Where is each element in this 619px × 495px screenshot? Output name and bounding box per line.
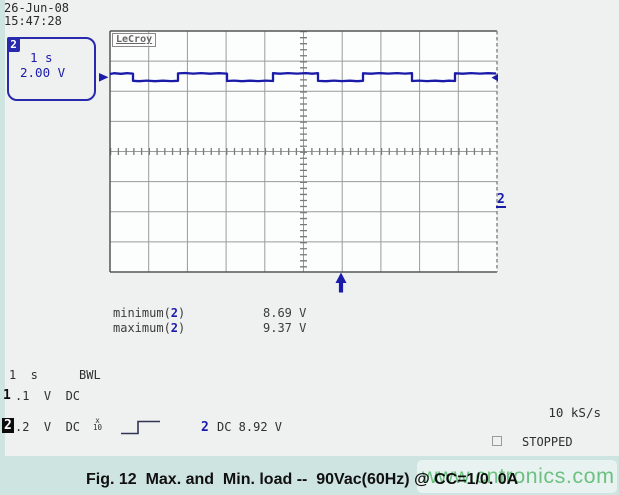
- trigger-level-arrow-icon: [99, 73, 109, 82]
- waveform-trace-ch2: [109, 71, 497, 83]
- oscilloscope-graticule: [99, 30, 498, 293]
- probe-attenuation: x 10: [93, 416, 103, 432]
- minimum-label-close: ): [178, 306, 186, 320]
- maximum-value: 9.37 V: [263, 320, 307, 335]
- graticule-border: [109, 30, 498, 273]
- trigger-position-arrow-icon: [335, 272, 347, 293]
- minimum-channel: 2: [170, 306, 179, 320]
- trigger-edge-icon: [121, 420, 160, 435]
- timebase-readout: 1 s: [9, 368, 38, 382]
- datetime-block: 26-Jun-08 15:47:28: [4, 2, 69, 28]
- timebase-value: 1 s: [30, 50, 53, 65]
- watermark-box: [417, 460, 617, 493]
- trigger-readout: DC 8.92 V: [217, 420, 283, 434]
- bwl-indicator: BWL: [79, 368, 101, 382]
- volts-per-div-value: 2.00 V: [20, 65, 66, 80]
- channel2-scale: .2 V DC: [15, 420, 81, 434]
- probe-10: 10: [93, 423, 103, 432]
- channel1-scale: .1 V DC: [15, 389, 81, 403]
- channel2-badge-footer: 2: [2, 418, 14, 433]
- measurement-readouts: minimum(2) 8.69 V maximum(2) 9.37 V: [113, 306, 306, 335]
- watermark-text: www.cntronics.com: [422, 464, 615, 488]
- stop-square-icon: [492, 436, 502, 446]
- probe-x: x: [95, 416, 100, 425]
- figure-caption: Fig. 12 Max. and Min. load -- 90Vac(60Hz…: [86, 471, 519, 488]
- maximum-channel: 2: [170, 320, 179, 335]
- sample-rate: 10 kS/s: [548, 405, 601, 420]
- trigger-channel: 2: [201, 420, 209, 435]
- maximum-label-close: ): [178, 320, 186, 335]
- lecroy-logo: LeCroy: [112, 33, 157, 47]
- measurement-minimum-row: minimum(2) 8.69 V: [113, 306, 306, 321]
- channel1-badge: 1: [3, 388, 11, 403]
- datetime-time: 15:47:28: [4, 14, 62, 28]
- acquisition-status: STOPPED: [522, 435, 573, 449]
- channel2-badge: 2: [7, 37, 20, 52]
- channel2-zero-marker: 2: [496, 192, 506, 208]
- minimum-value: 8.69 V: [263, 306, 307, 320]
- channel2-settings-panel: 2 1 s 2.00 V: [7, 37, 96, 101]
- minimum-label: minimum(: [113, 306, 171, 320]
- trace-right-arrow-icon: [491, 74, 498, 82]
- datetime-date: 26-Jun-08: [4, 1, 70, 15]
- maximum-label: maximum(: [113, 320, 171, 335]
- measurement-maximum-row: maximum(2) 9.37 V: [113, 321, 306, 336]
